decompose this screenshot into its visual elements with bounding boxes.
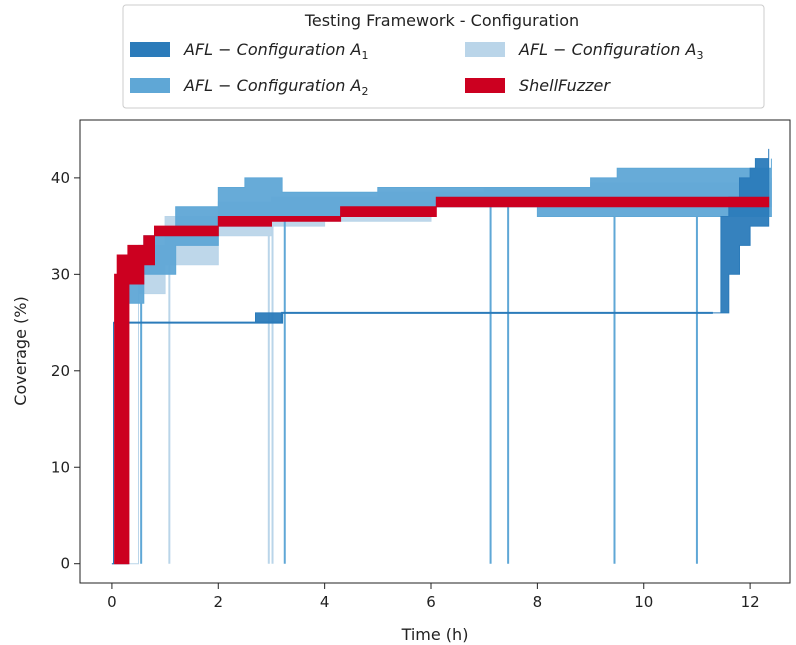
legend-swatch-2 (130, 78, 170, 93)
plot-frame (79, 119, 791, 584)
series-layer (111, 148, 772, 565)
y-axis: 0 10 20 30 40 (51, 169, 80, 573)
x-tick-label-6: 12 (741, 593, 760, 611)
y-tick-label-0: 0 (60, 555, 70, 573)
y-tick-label-2: 20 (51, 362, 70, 380)
legend-entries: AFL − Configuration A1 AFL − Configuratio… (130, 40, 703, 98)
x-tick-label-0: 0 (107, 593, 117, 611)
x-axis-label: Time (h) (401, 625, 469, 644)
series-4 (114, 196, 770, 565)
series-4-band (114, 196, 770, 565)
x-tick-label-5: 10 (634, 593, 653, 611)
legend-title: Testing Framework - Configuration (304, 11, 579, 30)
series-1 (111, 148, 770, 565)
y-tick-label-3: 30 (51, 265, 70, 283)
x-tick-label-3: 6 (426, 593, 436, 611)
legend-box (122, 4, 765, 109)
x-tick-label-2: 4 (320, 593, 330, 611)
legend-swatch-4 (465, 78, 505, 93)
legend-swatch-1 (130, 42, 170, 57)
x-tick-label-1: 2 (214, 593, 224, 611)
y-tick-label-1: 10 (51, 458, 70, 476)
y-tick-label-4: 40 (51, 169, 70, 187)
series-1-baseline (113, 311, 713, 324)
y-axis-label: Coverage (%) (11, 296, 30, 405)
legend-label-3: AFL − Configuration A3 (518, 40, 703, 62)
legend: Testing Framework - Configuration AFL − … (122, 4, 765, 109)
x-tick-label-4: 8 (533, 593, 543, 611)
legend-label-4: ShellFuzzer (519, 76, 611, 95)
legend-label-1: AFL − Configuration A1 (183, 40, 368, 62)
legend-label-2: AFL − Configuration A2 (183, 76, 368, 98)
legend-swatch-3 (465, 42, 505, 57)
x-axis: 0 2 4 6 8 10 12 (107, 583, 760, 611)
